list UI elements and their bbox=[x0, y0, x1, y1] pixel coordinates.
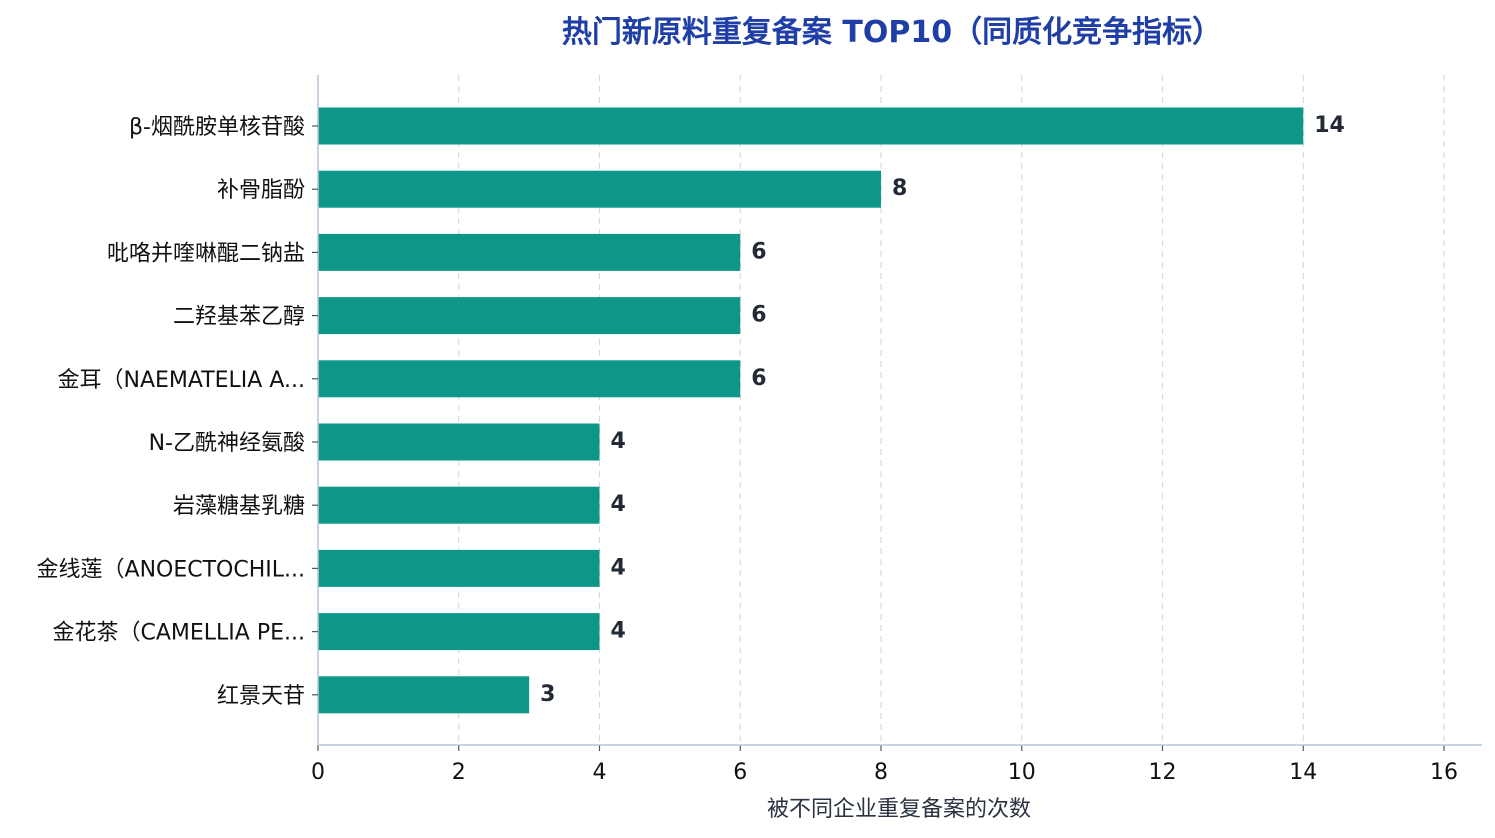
y-tick-label: 二羟基苯乙醇 bbox=[173, 305, 305, 330]
bar bbox=[318, 107, 1304, 145]
y-tick-labels: β-烟酰胺单核苷酸补骨脂酚吡咯并喹啉醌二钠盐二羟基苯乙醇金耳（NAEMATELI… bbox=[37, 115, 305, 709]
x-tick-label: 16 bbox=[1430, 760, 1458, 785]
data-label: 8 bbox=[892, 176, 907, 201]
x-tick-label: 4 bbox=[593, 760, 607, 785]
x-tick-label: 2 bbox=[452, 760, 466, 785]
bar bbox=[318, 360, 741, 398]
bar bbox=[318, 423, 600, 461]
x-tick-label: 0 bbox=[311, 760, 325, 785]
x-tick-labels: 0 2 4 6 8 10 12 14 16 bbox=[311, 760, 1458, 785]
bar bbox=[318, 170, 881, 208]
axes bbox=[312, 75, 1482, 751]
y-tick-label: N-乙酰神经氨酸 bbox=[149, 431, 305, 456]
bar bbox=[318, 613, 600, 651]
data-labels: 14 8 6 6 6 4 4 4 4 3 bbox=[540, 113, 1345, 707]
bar bbox=[318, 233, 741, 271]
data-label: 4 bbox=[611, 429, 626, 454]
y-tick-label: 补骨脂酚 bbox=[217, 178, 305, 203]
x-tick-label: 10 bbox=[1008, 760, 1036, 785]
data-label: 4 bbox=[611, 492, 626, 517]
bars bbox=[318, 107, 1304, 714]
y-tick-label: 岩藻糖基乳糖 bbox=[173, 494, 305, 519]
bar bbox=[318, 486, 600, 524]
data-label: 4 bbox=[611, 555, 626, 580]
x-tick-label: 6 bbox=[733, 760, 747, 785]
y-tick-label: 金花茶（CAMELLIA PE... bbox=[53, 621, 306, 646]
x-tick-label: 12 bbox=[1149, 760, 1177, 785]
y-tick-label: 金线莲（ANOECTOCHIL... bbox=[37, 557, 305, 582]
data-label: 6 bbox=[751, 239, 766, 264]
x-axis-label: 被不同企业重复备案的次数 bbox=[767, 797, 1031, 822]
x-tick-label: 14 bbox=[1289, 760, 1317, 785]
y-tick-label: β-烟酰胺单核苷酸 bbox=[129, 115, 305, 140]
data-label: 14 bbox=[1314, 113, 1345, 138]
bar bbox=[318, 676, 530, 714]
data-label: 6 bbox=[751, 366, 766, 391]
data-label: 4 bbox=[611, 619, 626, 644]
bar bbox=[318, 549, 600, 587]
data-label: 6 bbox=[751, 303, 766, 328]
chart-title: 热门新原料重复备案 TOP10（同质化竞争指标） bbox=[562, 15, 1222, 50]
y-tick-label: 红景天苷 bbox=[217, 684, 305, 709]
y-tick-label: 吡咯并喹啉醌二钠盐 bbox=[107, 241, 305, 266]
bar bbox=[318, 297, 741, 335]
data-label: 3 bbox=[540, 682, 555, 707]
x-tick-label: 8 bbox=[874, 760, 888, 785]
y-tick-label: 金耳（NAEMATELIA A... bbox=[57, 368, 305, 393]
